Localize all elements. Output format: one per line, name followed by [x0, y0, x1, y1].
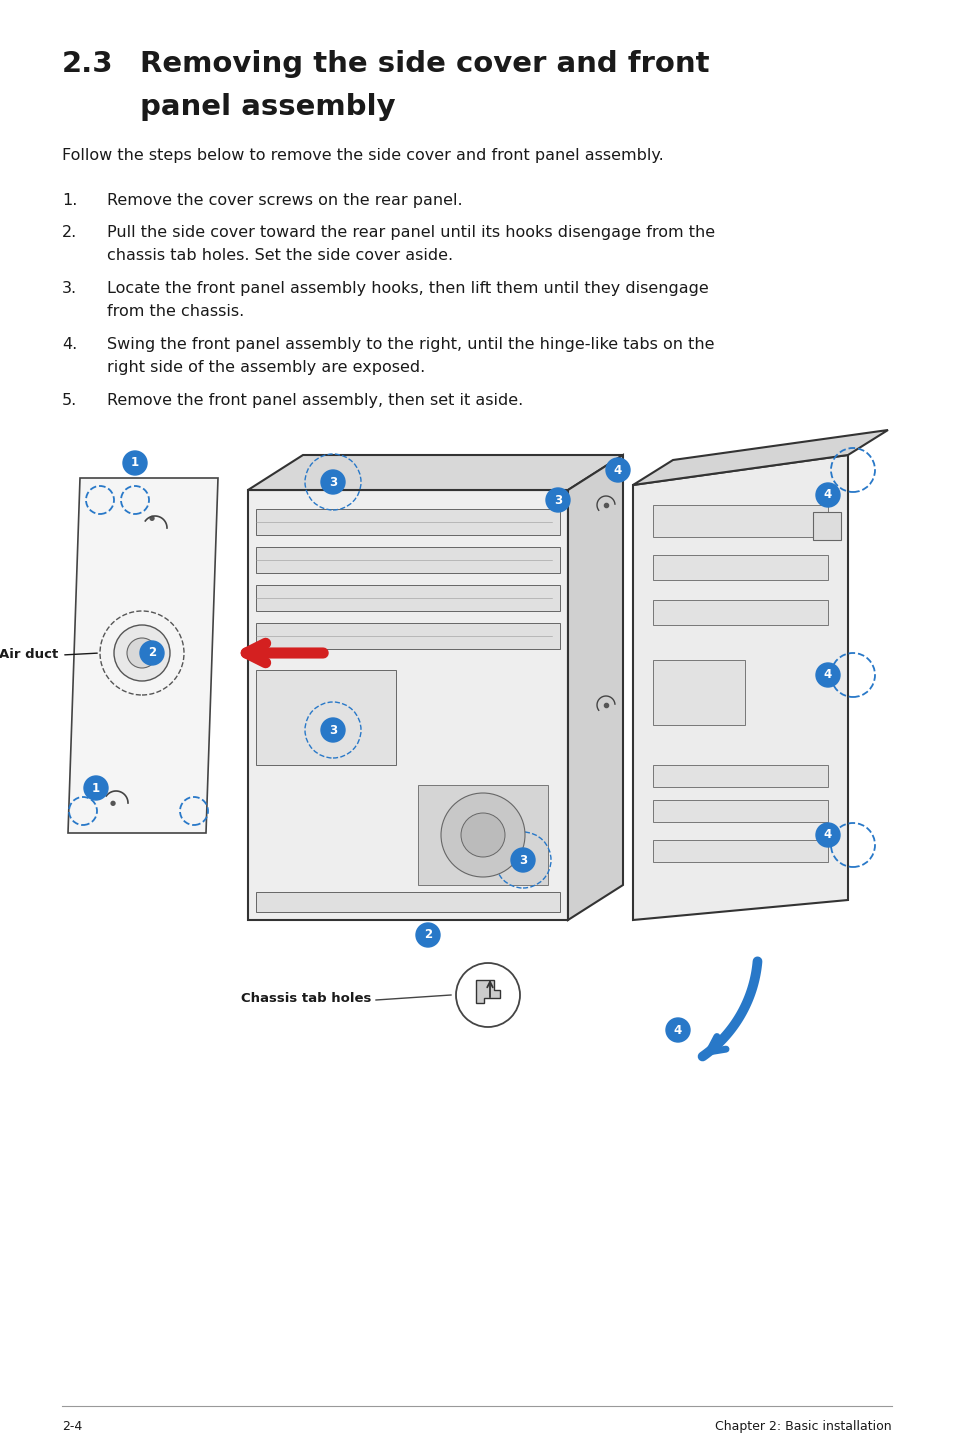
Bar: [652, 800, 827, 823]
Polygon shape: [567, 454, 622, 920]
Text: 5.: 5.: [62, 393, 77, 408]
Circle shape: [511, 848, 535, 871]
Bar: [417, 785, 547, 884]
Text: Remove the front panel assembly, then set it aside.: Remove the front panel assembly, then se…: [107, 393, 522, 408]
Bar: [255, 892, 559, 912]
Bar: [255, 670, 395, 765]
Bar: [652, 555, 827, 580]
Circle shape: [665, 1018, 689, 1043]
Text: Swing the front panel assembly to the right, until the hinge-like tabs on the: Swing the front panel assembly to the ri…: [107, 336, 714, 352]
Text: 3: 3: [518, 854, 526, 867]
Text: 1: 1: [91, 781, 100, 795]
Circle shape: [127, 638, 157, 669]
Text: 4: 4: [673, 1024, 681, 1037]
Circle shape: [545, 487, 569, 512]
Bar: [255, 623, 559, 649]
Text: Air duct: Air duct: [0, 649, 58, 661]
Text: 4: 4: [613, 463, 621, 476]
Text: Chassis tab holes: Chassis tab holes: [240, 991, 371, 1005]
Text: 3: 3: [329, 723, 336, 736]
Circle shape: [416, 923, 439, 948]
Text: 1: 1: [131, 456, 139, 469]
Circle shape: [113, 626, 170, 682]
Polygon shape: [633, 454, 847, 920]
Text: Locate the front panel assembly hooks, then lift them until they disengage: Locate the front panel assembly hooks, t…: [107, 280, 708, 296]
Polygon shape: [248, 490, 567, 920]
Circle shape: [123, 452, 147, 475]
Text: 4.: 4.: [62, 336, 77, 352]
Polygon shape: [633, 430, 887, 485]
Text: ●: ●: [149, 515, 155, 521]
Circle shape: [605, 457, 629, 482]
Circle shape: [815, 663, 840, 687]
Bar: [652, 600, 827, 626]
Text: 3: 3: [554, 493, 561, 506]
Text: Remove the cover screws on the rear panel.: Remove the cover screws on the rear pane…: [107, 193, 462, 209]
Text: 1.: 1.: [62, 193, 77, 209]
Text: 2: 2: [148, 647, 156, 660]
Text: Follow the steps below to remove the side cover and front panel assembly.: Follow the steps below to remove the sid…: [62, 148, 663, 162]
Circle shape: [320, 470, 345, 495]
Circle shape: [815, 483, 840, 508]
Text: 4: 4: [823, 828, 831, 841]
Circle shape: [84, 777, 108, 800]
Bar: [812, 512, 841, 541]
Text: 2: 2: [423, 929, 432, 942]
Circle shape: [815, 823, 840, 847]
Text: Chapter 2: Basic installation: Chapter 2: Basic installation: [715, 1419, 891, 1434]
Text: 3: 3: [329, 476, 336, 489]
Bar: [652, 505, 827, 536]
Polygon shape: [68, 477, 218, 833]
Circle shape: [440, 792, 524, 877]
Text: 2.3: 2.3: [62, 50, 113, 78]
Polygon shape: [248, 454, 622, 490]
Bar: [652, 765, 827, 787]
Text: ●: ●: [110, 800, 116, 807]
Bar: [652, 660, 744, 725]
Circle shape: [320, 718, 345, 742]
Text: 3.: 3.: [62, 280, 77, 296]
Text: panel assembly: panel assembly: [140, 93, 395, 121]
Text: chassis tab holes. Set the side cover aside.: chassis tab holes. Set the side cover as…: [107, 247, 453, 263]
Circle shape: [460, 812, 504, 857]
Text: from the chassis.: from the chassis.: [107, 303, 244, 319]
Text: 2-4: 2-4: [62, 1419, 82, 1434]
Polygon shape: [476, 981, 499, 1002]
Text: 4: 4: [823, 489, 831, 502]
Bar: [255, 585, 559, 611]
Text: Removing the side cover and front: Removing the side cover and front: [140, 50, 709, 78]
Bar: [255, 509, 559, 535]
Text: 2.: 2.: [62, 224, 77, 240]
Bar: [652, 840, 827, 861]
Text: 4: 4: [823, 669, 831, 682]
Text: right side of the assembly are exposed.: right side of the assembly are exposed.: [107, 360, 425, 375]
Text: Pull the side cover toward the rear panel until its hooks disengage from the: Pull the side cover toward the rear pane…: [107, 224, 715, 240]
Circle shape: [456, 963, 519, 1027]
Bar: [255, 546, 559, 572]
Circle shape: [140, 641, 164, 664]
